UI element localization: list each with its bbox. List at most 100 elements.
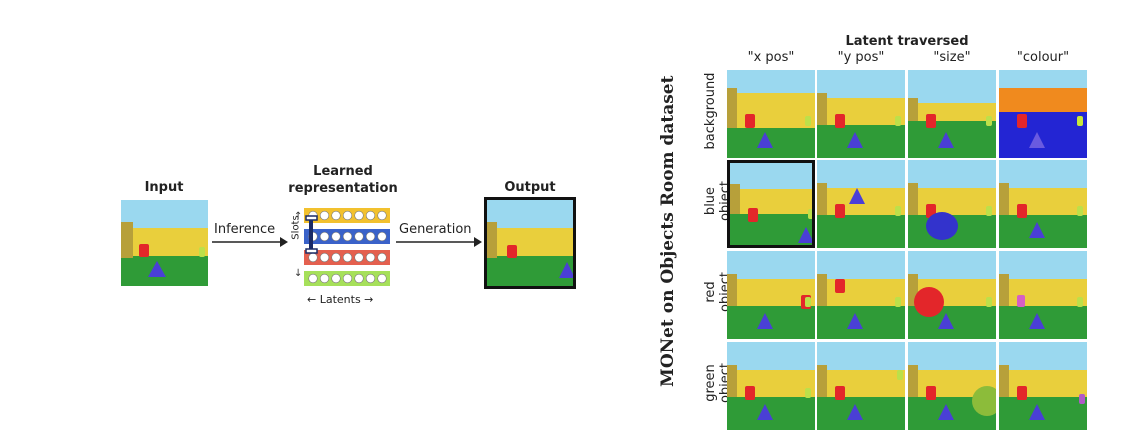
learned-title-2: representation xyxy=(288,181,398,196)
scene-thumbnail xyxy=(999,251,1087,339)
red-object xyxy=(1017,114,1027,128)
blue-object xyxy=(1029,404,1045,420)
green-object xyxy=(808,209,812,219)
latent-unit xyxy=(308,252,318,263)
red-object xyxy=(835,204,845,218)
blue-object xyxy=(757,404,773,420)
red-object xyxy=(835,279,845,293)
green-object xyxy=(895,206,901,216)
latent-unit xyxy=(365,210,376,221)
red-object xyxy=(926,386,936,400)
latent-unit xyxy=(365,273,376,284)
blue-cone-icon xyxy=(148,261,166,277)
scene-thumbnail xyxy=(999,342,1087,430)
blue-object xyxy=(847,313,863,329)
blue-cone-icon xyxy=(559,262,573,278)
latent-unit xyxy=(319,252,330,263)
blue-object xyxy=(938,404,954,420)
svg-text:↓: ↓ xyxy=(294,268,302,279)
scene-thumbnail xyxy=(727,160,815,248)
scene-thumbnail xyxy=(908,70,996,158)
blue-object xyxy=(847,132,863,148)
svg-text:↑: ↑ xyxy=(294,211,302,222)
scene-thumbnail xyxy=(817,160,905,248)
scene-thumbnail xyxy=(727,70,815,158)
red-object xyxy=(748,208,758,222)
blue-object xyxy=(1029,313,1045,329)
red-object xyxy=(914,287,944,317)
latent-unit xyxy=(354,210,364,221)
green-object xyxy=(895,116,901,126)
output-title: Output xyxy=(504,180,556,195)
latent-unit xyxy=(308,273,318,284)
column-header-size: "size" xyxy=(933,50,971,65)
latent-unit xyxy=(331,231,341,242)
latent-unit xyxy=(342,252,353,263)
latent-unit xyxy=(331,252,341,263)
column-header-x-pos: "x pos" xyxy=(747,50,795,65)
red-object xyxy=(835,114,845,128)
latent-unit xyxy=(342,210,353,221)
scene-thumbnail xyxy=(817,342,905,430)
inference-label: Inference xyxy=(214,222,276,237)
latent-unit xyxy=(319,273,330,284)
blue-object xyxy=(938,313,954,329)
green-object xyxy=(805,297,811,307)
latent-unit xyxy=(331,210,341,221)
learned-title-1: Learned xyxy=(313,164,373,179)
vertical-title: MONet on Objects Room dataset xyxy=(658,75,678,387)
scene-thumbnail xyxy=(727,342,815,430)
blue-object xyxy=(849,188,865,204)
slots-label: Slots xyxy=(290,215,302,240)
latent-unit xyxy=(377,273,387,284)
blue-object xyxy=(926,212,958,240)
latent-unit xyxy=(365,252,376,263)
green-object xyxy=(1077,297,1083,307)
generation-label: Generation xyxy=(399,222,472,237)
latent-unit xyxy=(331,273,341,284)
red-object xyxy=(745,386,755,400)
latent-unit xyxy=(377,252,387,263)
red-object xyxy=(835,386,845,400)
header-title: Latent traversed xyxy=(845,34,969,49)
latent-slots-graphic: ↑ ↓ xyxy=(294,208,390,286)
green-object xyxy=(805,116,811,126)
red-object xyxy=(1017,386,1027,400)
latent-unit xyxy=(377,231,387,242)
green-object xyxy=(986,297,992,307)
green-object xyxy=(897,370,903,380)
scene-thumbnail xyxy=(727,251,815,339)
column-header-y-pos: "y pos" xyxy=(837,50,885,65)
latent-unit xyxy=(319,231,330,242)
latent-unit xyxy=(354,252,364,263)
blue-object xyxy=(1029,132,1045,148)
red-object xyxy=(926,114,936,128)
blue-object xyxy=(847,404,863,420)
red-object xyxy=(926,204,936,218)
input-image xyxy=(121,200,208,286)
green-object xyxy=(1077,206,1083,216)
green-object xyxy=(986,116,992,126)
green-object xyxy=(986,206,992,216)
blue-object xyxy=(798,227,812,243)
latent-unit xyxy=(342,273,353,284)
red-object xyxy=(1017,295,1025,307)
scene-thumbnail xyxy=(999,70,1087,158)
latent-unit xyxy=(354,231,364,242)
blue-object xyxy=(1029,222,1045,238)
latent-unit xyxy=(354,273,364,284)
scene-thumbnail xyxy=(817,251,905,339)
blue-object xyxy=(938,132,954,148)
output-image xyxy=(484,197,576,289)
green-object xyxy=(1077,116,1083,126)
scene-thumbnail xyxy=(908,342,996,430)
latent-unit xyxy=(377,210,387,221)
scene-thumbnail xyxy=(999,160,1087,248)
blue-object xyxy=(757,132,773,148)
generation-arrow-icon xyxy=(396,237,482,247)
blue-object xyxy=(757,313,773,329)
inference-arrow-icon xyxy=(212,237,288,247)
green-object xyxy=(805,388,811,398)
red-object xyxy=(1017,204,1027,218)
latent-unit xyxy=(319,210,330,221)
